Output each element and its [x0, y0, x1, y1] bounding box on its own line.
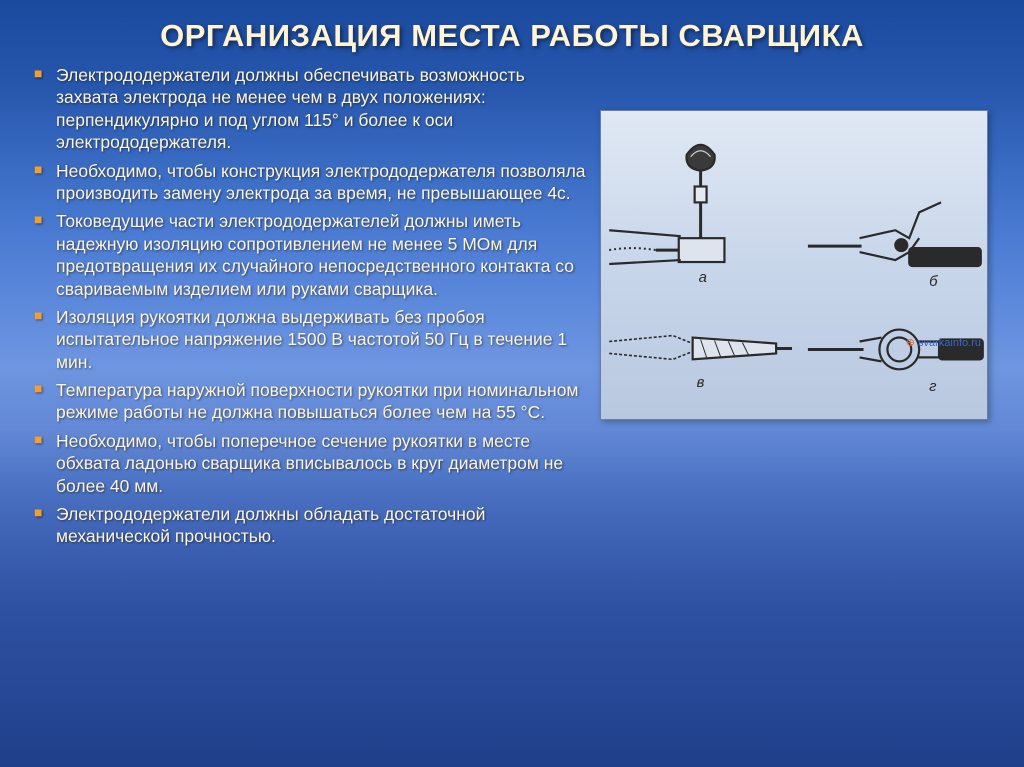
list-item: Токоведущие части электрододержателей до… [30, 210, 590, 300]
list-item: Температура наружной поверхности рукоятк… [30, 379, 590, 424]
figure-label-a: а [699, 270, 707, 286]
electrode-holders-figure: а б в [600, 110, 988, 420]
figure-label-v: в [697, 375, 705, 391]
figure-label-b: б [929, 274, 938, 290]
list-item: Электрододержатели должны обеспечивать в… [30, 64, 590, 154]
list-item: Необходимо, чтобы поперечное сечение рук… [30, 430, 590, 497]
bullet-list: Электрододержатели должны обеспечивать в… [30, 64, 590, 548]
list-item: Необходимо, чтобы конструкция электродод… [30, 160, 590, 205]
figure-watermark: ⊕ svarkainfo.ru [906, 336, 981, 349]
list-item: Электрододержатели должны обладать доста… [30, 503, 590, 548]
page-title: ОРГАНИЗАЦИЯ МЕСТА РАБОТЫ СВАРЩИКА [30, 18, 994, 54]
list-item: Изоляция рукоятки должна выдерживать без… [30, 306, 590, 373]
figure-label-g: г [929, 379, 937, 395]
bullet-list-column: Электрододержатели должны обеспечивать в… [30, 64, 590, 554]
